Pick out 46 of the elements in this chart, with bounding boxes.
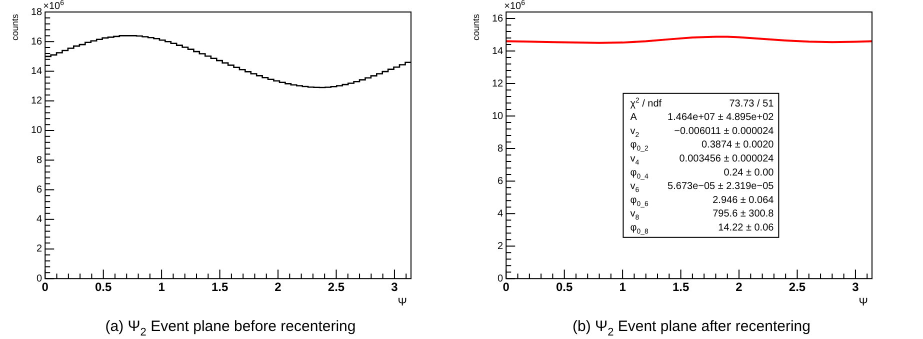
x-axis-title: Ψ	[858, 296, 868, 309]
y-tick-label: 6	[36, 184, 43, 196]
annotation: 73.73 / 51	[729, 98, 774, 110]
y-tick-label: 4	[498, 208, 504, 220]
y-axis-title: counts	[471, 14, 482, 41]
y-tick-label: 4	[36, 214, 43, 226]
y-tick-label: 14	[492, 46, 504, 57]
x-tick-label: 0.5	[556, 280, 574, 294]
y-tick-label: 8	[498, 143, 504, 154]
annotation: A	[630, 112, 638, 124]
y-tick-label: 12	[492, 78, 504, 90]
x-tick-label: 2.5	[788, 280, 806, 294]
annotation: 0.3874 ± 0.0020	[701, 140, 774, 151]
x-tick-label: 2.5	[328, 280, 345, 294]
x-tick-label: 3	[852, 280, 860, 294]
x-tick-label: 1.5	[672, 280, 690, 294]
y-tick-label: 16	[492, 13, 504, 24]
x-tick-label: 2	[274, 280, 282, 294]
y-tick-label: 14	[31, 66, 43, 77]
y-tick-label: 18	[31, 6, 43, 18]
x-tick-label: 2	[736, 280, 743, 294]
y-tick-label: 0	[36, 273, 43, 284]
annotation: 14.22 ± 0.06	[718, 222, 774, 234]
y-tick-label: 0	[498, 273, 504, 284]
y-tick-label: 6	[498, 176, 504, 187]
x-tick-label: 3	[391, 280, 398, 294]
x-tick-label: 0.5	[95, 280, 112, 294]
y-tick-label: 2	[498, 240, 504, 252]
annotation: 2.946 ± 0.064	[712, 194, 774, 206]
y-tick-label: 12	[31, 96, 43, 107]
annotation: 795.6 ± 300.8	[712, 208, 774, 220]
annotation: 0.003456 ± 0.000024	[679, 154, 774, 165]
x-tick-label: 1.5	[211, 280, 228, 294]
annotation: 1.464e+07 ± 4.895e+02	[668, 112, 774, 124]
y-axis-title: counts	[10, 14, 20, 41]
y-tick-label: 8	[36, 154, 43, 166]
y-tick-label: 10	[492, 110, 504, 122]
annotation: 5.673e−05 ± 2.319e−05	[668, 181, 774, 192]
x-tick-label: 1	[158, 280, 166, 294]
y-tick-label: 2	[36, 244, 43, 255]
y-tick-label: 10	[31, 125, 43, 136]
x-axis-title: Ψ	[398, 296, 408, 309]
y-tick-label: 16	[31, 36, 43, 48]
annotation: −0.006011 ± 0.000024	[674, 126, 774, 137]
annotation: 0.24 ± 0.00	[724, 167, 774, 178]
x-tick-label: 1	[619, 280, 626, 294]
